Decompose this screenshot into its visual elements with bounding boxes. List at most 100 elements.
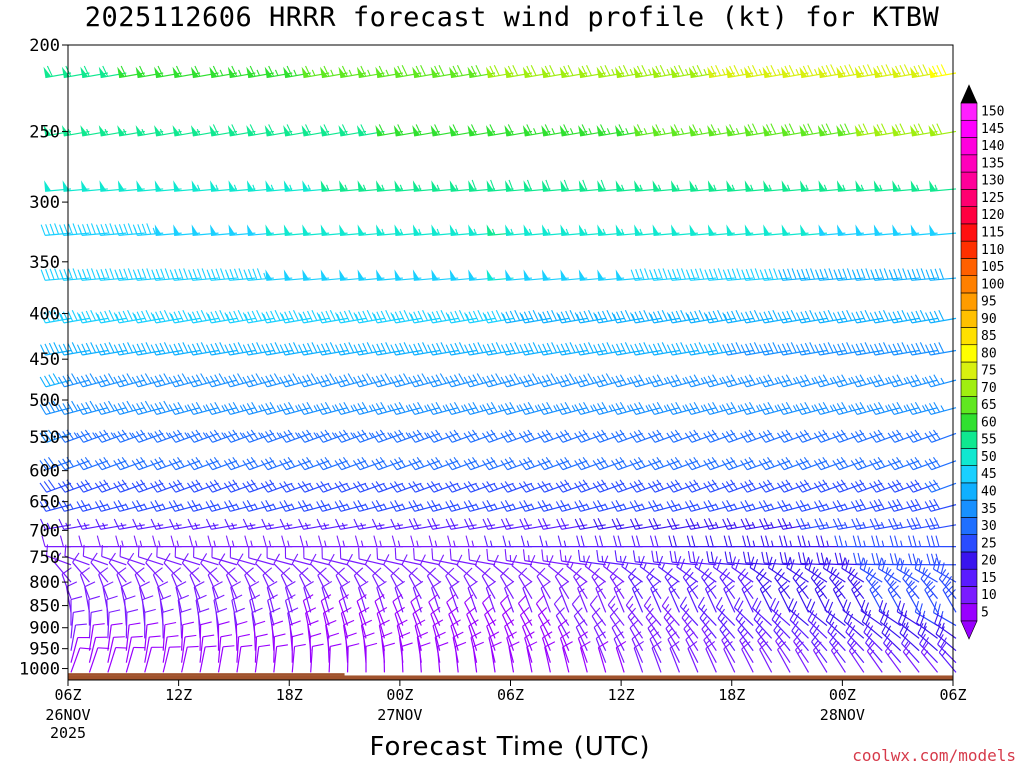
barb-l10-h24-barb-2 — [490, 457, 498, 467]
barb-l19-h21-staff — [446, 601, 459, 626]
barb-l7-h12 — [260, 373, 293, 388]
barb-l10-h3-barb-1 — [99, 458, 107, 469]
barb-l16-h42 — [822, 557, 846, 583]
barb-l9-h34 — [666, 429, 699, 443]
barb-l9-h3-barb-2 — [103, 429, 111, 440]
barb-l7-h32-barb-2 — [638, 374, 646, 385]
barb-l9-h0-barb-2 — [47, 429, 56, 440]
barb-l12-h31-barb-0 — [611, 501, 618, 512]
barb-l17-h37-barb-1 — [740, 571, 749, 582]
barb-l0-h42-barb-3 — [830, 64, 837, 75]
barb-l18-h29 — [595, 580, 607, 613]
barb-l13-h14-barb-0 — [298, 518, 305, 530]
barb-l8-h48-barb-1 — [929, 403, 936, 414]
barb-l0-h30-halfbarb-3 — [611, 68, 615, 75]
barb-l19-h28-barb-0 — [571, 595, 581, 605]
barb-l1-h34-flag-0 — [670, 125, 679, 136]
barb-l0-h31-flag-0 — [615, 66, 623, 78]
barb-l6-h35-barb-3 — [698, 342, 705, 353]
barb-l6-h40-barb-0 — [777, 344, 784, 356]
barb-l6-h17 — [353, 342, 385, 356]
barb-l3-h0-barb-3 — [54, 223, 60, 235]
barb-l9-h6-halfbarb-3 — [165, 432, 171, 438]
barb-l2-h26-barb-1 — [526, 179, 532, 191]
barb-l9-h48-barb-2 — [932, 429, 941, 440]
barb-l8-h5-barb-2 — [140, 401, 148, 413]
barb-l5-h24-barb-1 — [486, 311, 493, 323]
barb-l0-h6-flag-0 — [154, 66, 162, 78]
barb-l12-h27-barb-1 — [541, 500, 549, 511]
barb-l0-h22 — [449, 64, 477, 79]
barb-l6-h39-barb-1 — [763, 343, 770, 355]
barb-l21-h18-barb-0 — [396, 619, 408, 626]
barb-l8-h31-halfbarb-3 — [627, 405, 631, 412]
barb-l6-h12-barb-3 — [274, 342, 281, 353]
barb-l12-h21-barb-1 — [431, 500, 438, 511]
barb-l1-h19-barb-1 — [397, 124, 404, 135]
barb-l1-h27 — [541, 124, 569, 137]
barb-l7-h34-barb-1 — [670, 375, 678, 386]
barb-l1-h40-barb-2 — [788, 123, 795, 135]
barb-l5-h21 — [427, 309, 459, 324]
barb-l8-h45-barb-2 — [878, 401, 885, 413]
barb-l16-h42-barb-1 — [826, 559, 832, 571]
barb-l15-h30-halfbarb-1 — [601, 555, 604, 563]
barb-l19-h45-barb-1 — [882, 602, 887, 614]
barb-l4-h34-barb-2 — [676, 268, 682, 280]
barb-l13-h35-halfbarb-2 — [696, 521, 701, 528]
barb-l18-h45-barb-0 — [887, 581, 897, 590]
barb-l13-h36-barb-1 — [708, 517, 715, 529]
barb-l4-h47-barb-1 — [911, 269, 917, 281]
barb-l8-h21-barb-1 — [431, 403, 438, 414]
barb-l8-h22 — [445, 401, 477, 415]
barb-l21-h0-barb-0 — [75, 623, 87, 626]
barb-l3-h3-barb-2 — [104, 223, 110, 235]
barb-l11-h32-barb-0 — [629, 482, 638, 493]
barb-l5-h7-barb-3 — [182, 309, 189, 321]
barb-l5-h13-halfbarb-4 — [299, 313, 304, 320]
barb-l9-h13-barb-1 — [283, 431, 291, 442]
barb-l19-h46-barb-1 — [900, 602, 905, 615]
barb-l11-h46 — [887, 479, 920, 493]
barb-l6-h48-barb-0 — [925, 344, 931, 356]
barb-l10-h22 — [445, 457, 477, 471]
barb-l21-h25 — [521, 619, 533, 651]
barb-l17-h41 — [810, 568, 828, 600]
barb-l8-h35-barb-1 — [689, 403, 697, 414]
barb-l20-h45 — [879, 611, 902, 639]
barb-l11-h6-barb-1 — [154, 481, 162, 492]
barb-l17-h27-barb-0 — [554, 567, 564, 577]
barb-l3-h40-flag-0 — [781, 224, 789, 236]
barb-l10-h10-barb-0 — [223, 460, 232, 471]
barb-l4-h48-barb-0 — [925, 269, 931, 281]
barb-l0-h12-flag-0 — [264, 66, 273, 78]
barb-l18-h44-staff — [869, 589, 883, 613]
barb-l11-h4-barb-2 — [121, 479, 130, 490]
barb-l5-h35 — [685, 309, 717, 324]
barb-l2-h45-halfbarb-1 — [879, 184, 883, 191]
barb-l0-h32-flag-0 — [633, 66, 642, 78]
barb-l10-h13 — [279, 457, 311, 471]
barb-l0-h41-barb-2 — [807, 64, 814, 76]
barb-l5-h33-barb-0 — [648, 312, 655, 324]
barb-l3-h10-flag-0 — [228, 224, 236, 236]
barb-l9-h24-barb-0 — [482, 432, 490, 443]
barb-l4-h34-barb-3 — [680, 268, 686, 280]
barb-l15-h26-halfbarb-1 — [528, 555, 530, 562]
barb-l10-h12-barb-1 — [265, 458, 273, 469]
barb-l12-h4-halfbarb-2 — [124, 503, 129, 510]
barb-l0-h38-barb-1 — [747, 65, 754, 77]
barb-l4-h14-flag-0 — [302, 269, 310, 281]
barb-l21-h41-barb-0 — [809, 621, 817, 632]
barb-l20-h20-staff — [430, 613, 441, 639]
barb-l10-h26-barb-1 — [523, 458, 531, 469]
barb-l11-h38 — [740, 479, 772, 493]
barb-l13-h9-barb-0 — [205, 518, 212, 530]
barb-l8-h25 — [500, 401, 533, 415]
barb-l1-h46-flag-0 — [891, 125, 900, 136]
barb-l6-h5-barb-3 — [145, 342, 152, 353]
barb-l0-h32-barb-2 — [641, 64, 648, 76]
barb-l21-h41-barb-1 — [812, 624, 820, 635]
barb-l0-h4-barb-1 — [120, 65, 127, 77]
barb-l6-h33-barb-1 — [652, 343, 659, 355]
